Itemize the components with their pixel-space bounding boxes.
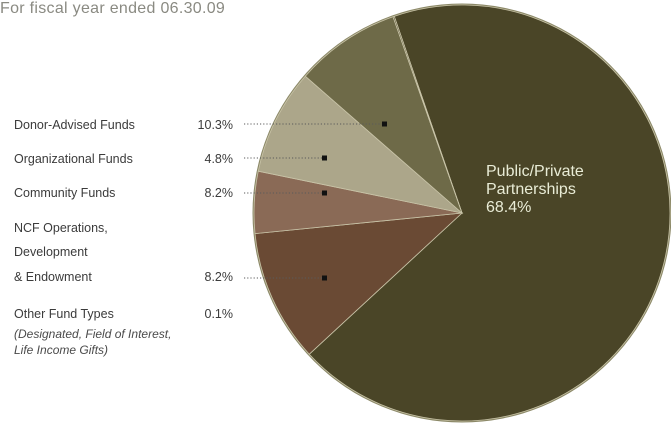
page-title: For fiscal year ended 06.30.09: [0, 0, 226, 17]
legend-label-community: Community Funds: [14, 186, 116, 200]
slice-value: 68.4%: [486, 199, 532, 216]
legend-note-other-line2: Life Income Gifts): [14, 343, 109, 357]
legend-label-ncf-line2: Development: [14, 245, 88, 259]
leader-marker-3: [322, 275, 327, 281]
pie-slice-3: [257, 75, 464, 214]
leader-marker-1: [322, 155, 327, 161]
leader-marker-0: [382, 121, 387, 127]
legend-label-donor-advised: Donor-Advised Funds: [14, 118, 135, 132]
slice-label-public-private: Public/Private Partnerships 68.4%: [486, 163, 584, 217]
pie-slice-1: [254, 212, 464, 355]
slice-label-line2: Partnerships: [486, 181, 576, 198]
legend-value-ncf: 8.2%: [204, 270, 234, 284]
leader-marker-2: [322, 190, 327, 196]
pie-slice-5: [392, 15, 463, 214]
legend-value-organizational: 4.8%: [204, 152, 234, 166]
legend-label-organizational: Organizational Funds: [14, 152, 133, 166]
legend-value-donor-advised: 10.3%: [197, 118, 233, 132]
pie-slice-4: [304, 16, 463, 215]
legend-value-community: 8.2%: [204, 186, 234, 200]
legend-label-other: Other Fund Types: [14, 307, 114, 321]
slice-label-line1: Public/Private: [486, 163, 584, 180]
pie-slice-0: [308, 4, 671, 422]
legend-value-other: 0.1%: [204, 307, 234, 321]
legend-label-ncf-line1: NCF Operations,: [14, 221, 108, 235]
legend-note-other-line1: (Designated, Field of Interest,: [14, 327, 172, 341]
legend-label-ncf-line3: & Endowment: [14, 270, 92, 284]
